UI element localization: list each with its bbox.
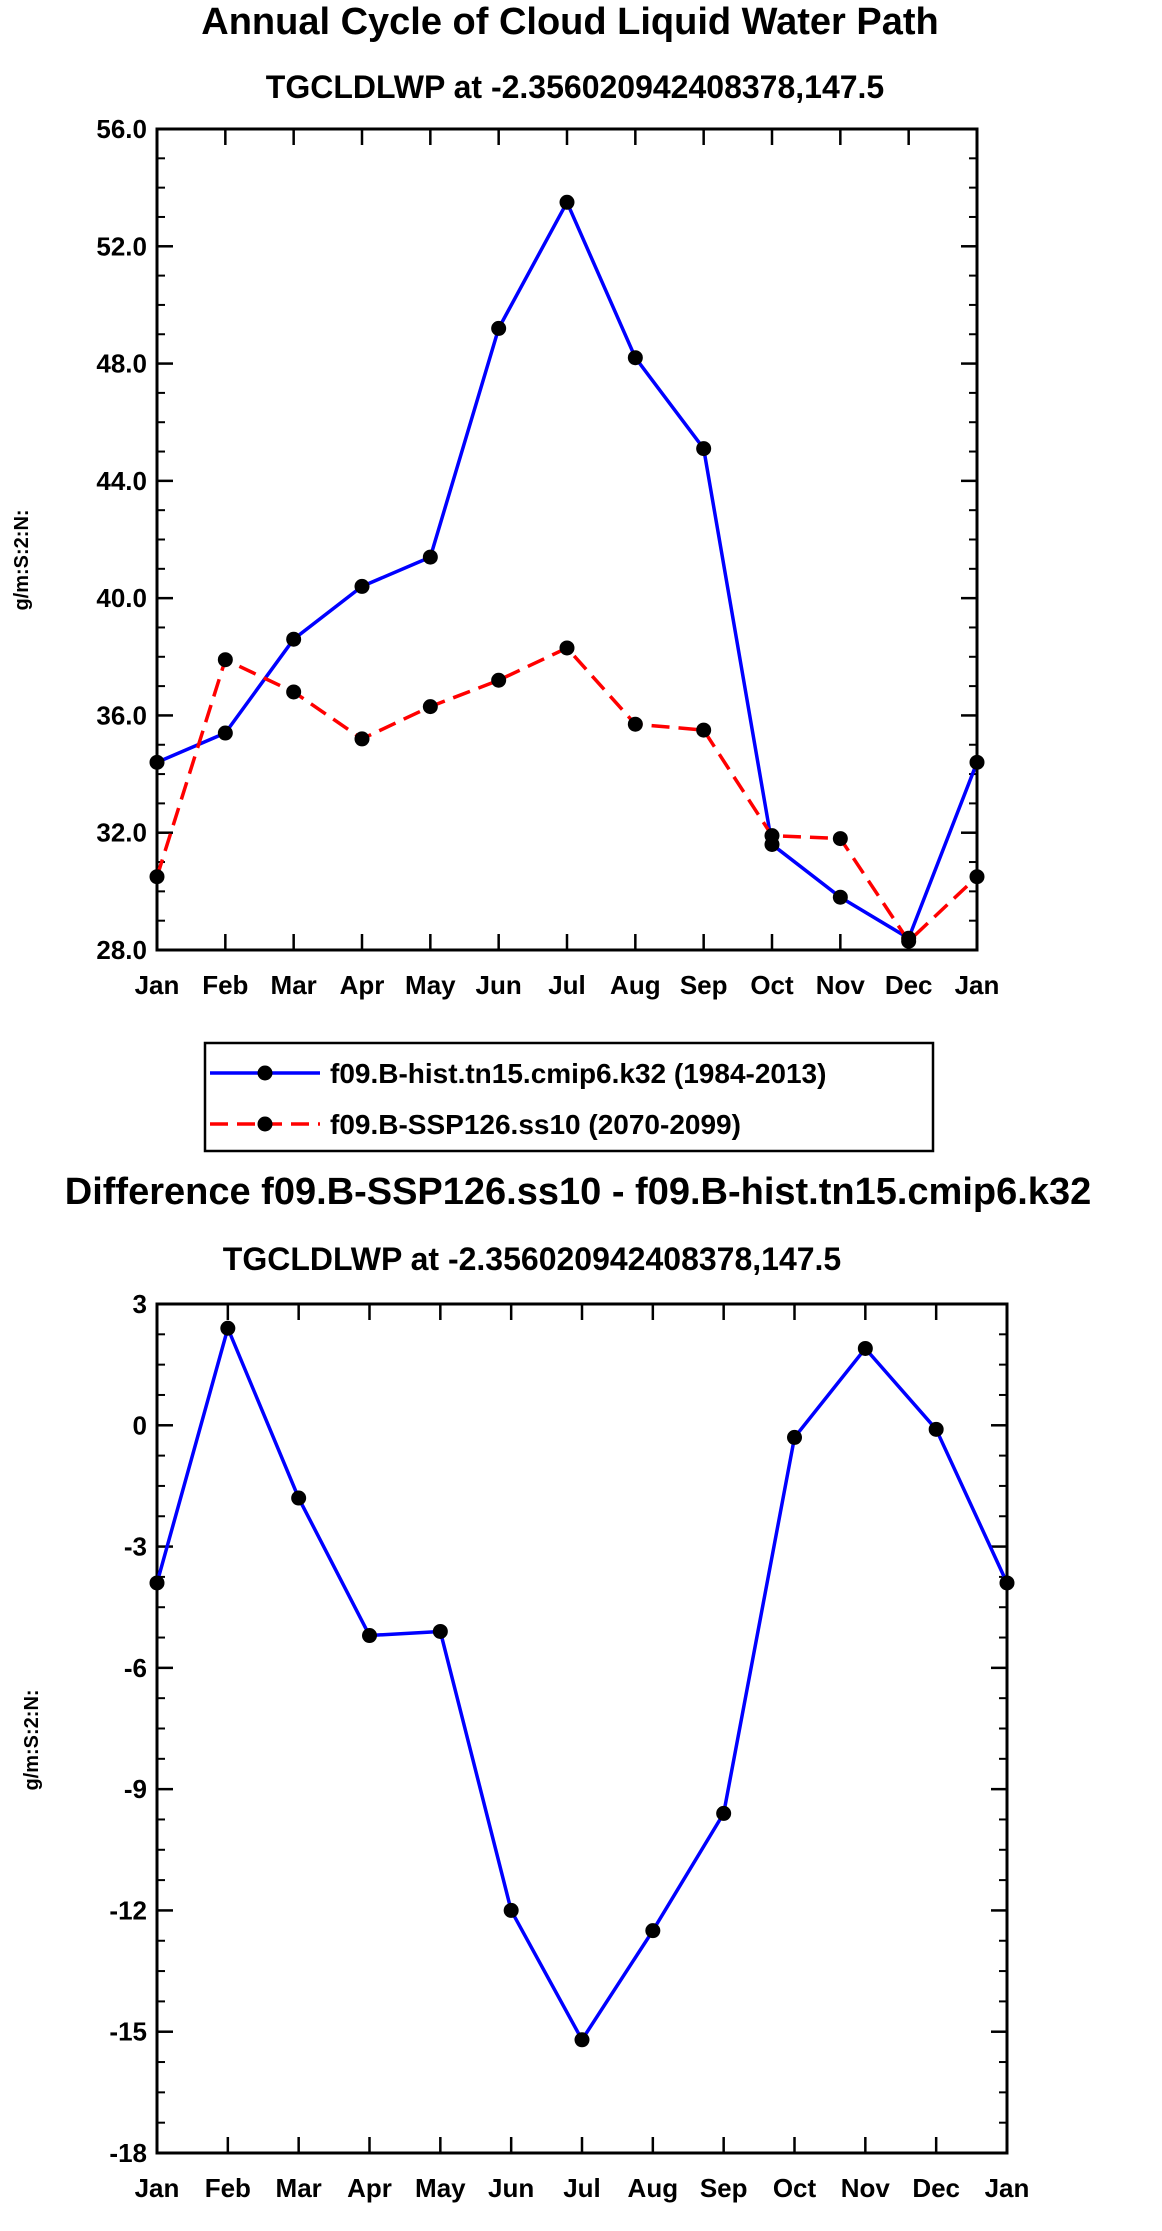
chart2-ytick-label: -6 (124, 1653, 147, 1683)
chart2-series-0-point (149, 1575, 165, 1591)
chart1-xtick-label: Feb (202, 970, 248, 1000)
chart2-series-0-point (857, 1340, 873, 1356)
chart1-ytick-label: 52.0 (96, 231, 147, 261)
chart2-series-0-point (432, 1623, 448, 1639)
chart1-ytick-label: 40.0 (96, 583, 147, 613)
chart1-ytick-label: 56.0 (96, 114, 147, 144)
chart2-series-0-point (574, 2032, 590, 2048)
legend-label-ssp: f09.B-SSP126.ss10 (2070-2099) (330, 1109, 741, 1140)
chart1-series-0-point (422, 549, 438, 565)
chart2-xtick-label: May (415, 2173, 466, 2203)
chart2-series-0-point (716, 1805, 732, 1821)
chart2-series-0-point (362, 1628, 377, 1644)
chart1-series-0-point (969, 754, 985, 770)
chart2-frame (155, 1302, 1009, 2155)
chart1-xtick-label: May (405, 970, 456, 1000)
chart1-ytick-label: 48.0 (96, 349, 147, 379)
legend-marker-hist (257, 1065, 273, 1081)
chart2-xtick-label: Apr (347, 2173, 392, 2203)
legend-label-hist: f09.B-hist.tn15.cmip6.k32 (1984-2013) (330, 1058, 826, 1089)
chart2-xtick-label: Jan (135, 2173, 180, 2203)
chart1-ytick-label: 32.0 (96, 818, 147, 848)
chart2-xtick-label: Feb (205, 2173, 251, 2203)
chart2-xtick-label: Dec (912, 2173, 960, 2203)
chart1-xtick-label: Dec (885, 970, 933, 1000)
chart2-xtick-label: Jun (488, 2173, 534, 2203)
chart2-xtick-label: Jan (985, 2173, 1030, 2203)
chart1-xtick-label: Sep (680, 970, 728, 1000)
chart1-series-1-point (832, 831, 848, 847)
chart2-xtick-label: Mar (276, 2173, 322, 2203)
chart1-series-0-point (286, 631, 302, 647)
chart1-xtick-label: Apr (340, 970, 385, 1000)
chart1-frame (155, 127, 979, 952)
chart2-xtick-label: Sep (700, 2173, 748, 2203)
chart2-xtick-label: Jul (563, 2173, 601, 2203)
chart2-series-0-point (645, 1923, 661, 1939)
chart1-series-line-1 (155, 646, 979, 943)
chart1-series-0-point (217, 725, 233, 741)
chart1-xtick-label: Jul (548, 970, 586, 1000)
chart1-ytick-label: 36.0 (96, 700, 147, 730)
chart1-xtick-label: Jan (135, 970, 180, 1000)
chart2-ytick-label: 3 (133, 1289, 147, 1319)
chart1-series-0-point (627, 350, 643, 366)
chart1-series-1-point (422, 699, 438, 715)
chart2-series-0-point (291, 1490, 307, 1506)
chart1-series-1-point (354, 731, 370, 747)
chart1-series-1-point (901, 933, 917, 949)
chart1-xtick-label: Jan (955, 970, 1000, 1000)
chart1-series-0-point (491, 320, 507, 336)
chart1-xtick-label: Aug (610, 970, 661, 1000)
chart2-title: Difference f09.B-SSP126.ss10 - f09.B-his… (65, 1171, 1091, 1213)
chart1-ytick-label: 44.0 (96, 466, 147, 496)
chart1-series-0-point (149, 754, 165, 770)
chart2-series-0-point (928, 1421, 944, 1437)
chart2-subtitle: TGCLDLWP at -2.356020942408378,147.5 (223, 1241, 841, 1277)
chart1-series-1-point (286, 684, 302, 700)
chart1-series-1-point (969, 869, 985, 885)
chart1-series-0-point (559, 194, 575, 210)
chart2-ytick-label: 0 (133, 1410, 147, 1440)
chart1-title: Annual Cycle of Cloud Liquid Water Path (201, 1, 939, 43)
chart2-series-0-point (787, 1429, 802, 1445)
chart2-ytick-label: -15 (109, 2017, 147, 2047)
chart2-xtick-label: Nov (841, 2173, 891, 2203)
chart2-xtick-label: Oct (773, 2173, 817, 2203)
legend-box (203, 1041, 935, 1153)
legend-marker-ssp (257, 1116, 273, 1132)
chart1-series-1-point (217, 652, 233, 668)
chart2-series-0-point (999, 1575, 1015, 1591)
chart1-ytick-label: 28.0 (96, 935, 147, 965)
chart1-plot: 28.0 32.0 36.0 40.0 44.0 48.0 52.0 56.0 Jan Feb Ma… (96, 114, 999, 1000)
chart1-series-1-point (764, 828, 780, 844)
chart1-series-0-point (354, 578, 370, 594)
chart2-ylabel: g/m:S:2:N: (21, 1689, 43, 1790)
chart1-subtitle: TGCLDLWP at -2.356020942408378,147.5 (266, 69, 884, 105)
chart2-plot: -18 -15 -12 -9 -6 -3 0 3 Jan Feb Mar Apr May Jun Jul Au… (109, 1289, 1029, 2203)
chart1-series-0-point (696, 441, 712, 457)
chart1-xtick-label: Jun (476, 970, 522, 1000)
chart2-ytick-label: -12 (109, 1895, 147, 1925)
chart1-series-1-point (559, 640, 575, 656)
chart2-ytick-label: -3 (124, 1532, 147, 1562)
chart2-xtick-label: Aug (628, 2173, 679, 2203)
chart2-ytick-label: -18 (109, 2138, 147, 2168)
chart1-series-1-point (627, 716, 643, 732)
chart2-ytick-label: -9 (124, 1774, 147, 1804)
chart1-xtick-label: Mar (271, 970, 317, 1000)
chart1-series-1-point (149, 869, 165, 885)
chart2-series-line-0 (155, 1326, 1009, 2042)
chart2-series-0-point (220, 1320, 236, 1336)
chart1-series-0-point (832, 889, 848, 905)
chart1-xtick-label: Oct (750, 970, 794, 1000)
chart1-xtick-label: Nov (816, 970, 866, 1000)
chart1-legend: f09.B-hist.tn15.cmip6.k32 (1984-2013) f0… (203, 1041, 935, 1153)
chart1-ylabel: g/m:S:2:N: (11, 509, 33, 610)
chart1-series-1-point (696, 722, 712, 738)
chart2-series-0-point (503, 1902, 519, 1918)
chart1-series-1-point (491, 672, 507, 688)
chart1-series-line-0 (156, 200, 979, 941)
